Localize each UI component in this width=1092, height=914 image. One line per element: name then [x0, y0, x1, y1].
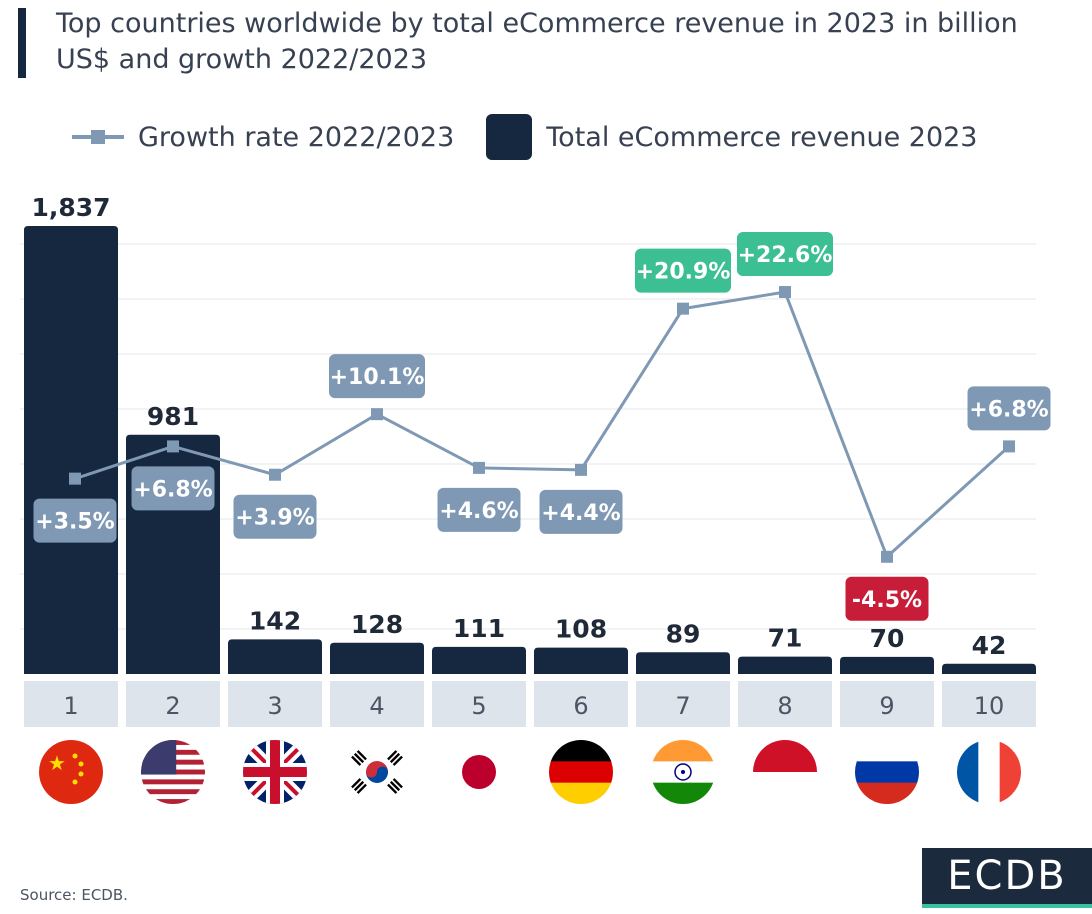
- title-accent-bar: [18, 8, 26, 78]
- rank-cell: [24, 681, 118, 727]
- svg-text:★: ★: [48, 751, 66, 775]
- revenue-bar: [636, 652, 730, 674]
- growth-value-label: +22.6%: [738, 243, 833, 268]
- rank-cell: [942, 681, 1036, 727]
- legend-growth-label: Growth rate 2022/2023: [138, 121, 455, 153]
- revenue-value-label: 128: [351, 610, 403, 639]
- growth-label-box: [539, 489, 623, 534]
- germany-flag-icon: Germany: [549, 740, 613, 804]
- revenue-value-label: 71: [768, 624, 803, 653]
- rank-label: 6: [573, 692, 588, 720]
- growth-point: [575, 463, 587, 476]
- growth-value-label: +3.5%: [35, 510, 114, 535]
- growth-label-box: [737, 232, 833, 277]
- legend-line-marker-icon: [72, 130, 124, 144]
- revenue-bar: [432, 646, 526, 674]
- revenue-value-label: 981: [147, 402, 199, 431]
- growth-label-box: [437, 487, 521, 532]
- france-flag-icon: France: [957, 740, 1021, 804]
- growth-label-box: [635, 248, 731, 293]
- revenue-bar: [228, 639, 322, 674]
- growth-point: [677, 302, 689, 315]
- rank-cell: [330, 681, 424, 727]
- south-korea-flag-icon: South Korea: [345, 740, 409, 804]
- growth-value-label: +6.8%: [133, 477, 212, 502]
- growth-point: [371, 408, 383, 421]
- growth-label-box: [967, 386, 1051, 431]
- growth-label-box: [329, 354, 425, 399]
- growth-value-label: +4.4%: [541, 501, 620, 526]
- revenue-bar: [942, 663, 1036, 674]
- rank-label: 5: [471, 692, 486, 720]
- growth-point: [69, 472, 81, 485]
- growth-line: [74, 290, 1011, 560]
- legend-revenue-label: Total eCommerce revenue 2023: [546, 121, 978, 153]
- revenue-value-label: 70: [870, 624, 905, 653]
- rank-label: 4: [369, 692, 384, 720]
- indonesia-flag-icon: Indonesia: [753, 740, 817, 804]
- russia-flag-icon: Russia: [855, 740, 919, 804]
- growth-value-label: +3.9%: [235, 506, 314, 531]
- rank-cell: [432, 681, 526, 727]
- growth-value-label: +4.6%: [439, 499, 518, 524]
- growth-value-label: +20.9%: [636, 260, 731, 285]
- growth-label-box: [845, 576, 929, 621]
- legend: Growth rate 2022/2023 Total eCommerce re…: [72, 114, 978, 160]
- usa-flag-icon: United States: [141, 740, 205, 804]
- revenue-bar: [534, 647, 628, 674]
- growth-value-label: +10.1%: [330, 365, 425, 390]
- india-flag-icon: India: [651, 740, 715, 804]
- growth-label-box: [131, 466, 215, 511]
- revenue-bar: [330, 642, 424, 674]
- growth-point: [1003, 440, 1015, 453]
- japan-flag-icon: Japan: [447, 740, 511, 804]
- revenue-value-label: 111: [453, 614, 505, 643]
- revenue-bar: [840, 656, 934, 674]
- growth-point: [881, 550, 893, 563]
- revenue-value-label: 89: [666, 619, 701, 648]
- revenue-value-label: 142: [249, 606, 301, 635]
- revenue-value-label: 108: [555, 615, 607, 644]
- growth-value-label: -4.5%: [852, 588, 922, 613]
- rank-label: 9: [879, 692, 894, 720]
- growth-value-label: +6.8%: [969, 397, 1048, 422]
- rank-cell: [636, 681, 730, 727]
- revenue-value-label: 1,837: [31, 193, 110, 222]
- rank-cell: [738, 681, 832, 727]
- rank-cell: [840, 681, 934, 727]
- rank-label: 8: [777, 692, 792, 720]
- source-note: Source: ECDB.: [20, 886, 128, 904]
- rank-label: 7: [675, 692, 690, 720]
- legend-bar-marker-icon: [486, 114, 533, 160]
- growth-point: [473, 461, 485, 474]
- growth-label-box: [33, 498, 117, 543]
- revenue-bar: [738, 656, 832, 674]
- rank-label: 10: [974, 692, 1005, 720]
- ecdb-logo: ECDB: [922, 848, 1092, 908]
- revenue-bar: [24, 226, 118, 674]
- rank-label: 2: [165, 692, 180, 720]
- rank-cell: [126, 681, 220, 727]
- growth-point: [779, 286, 791, 299]
- growth-point: [269, 468, 281, 481]
- chart-title: Top countries worldwide by total eCommer…: [56, 8, 1018, 75]
- growth-point: [167, 440, 179, 453]
- uk-flag-icon: United Kingdom: [243, 740, 307, 804]
- revenue-value-label: 42: [972, 631, 1007, 660]
- rank-label: 3: [267, 692, 282, 720]
- growth-label-box: [233, 494, 317, 539]
- rank-cell: [228, 681, 322, 727]
- rank-label: 1: [63, 692, 78, 720]
- china-flag-icon: ★China: [39, 740, 103, 804]
- rank-cell: [534, 681, 628, 727]
